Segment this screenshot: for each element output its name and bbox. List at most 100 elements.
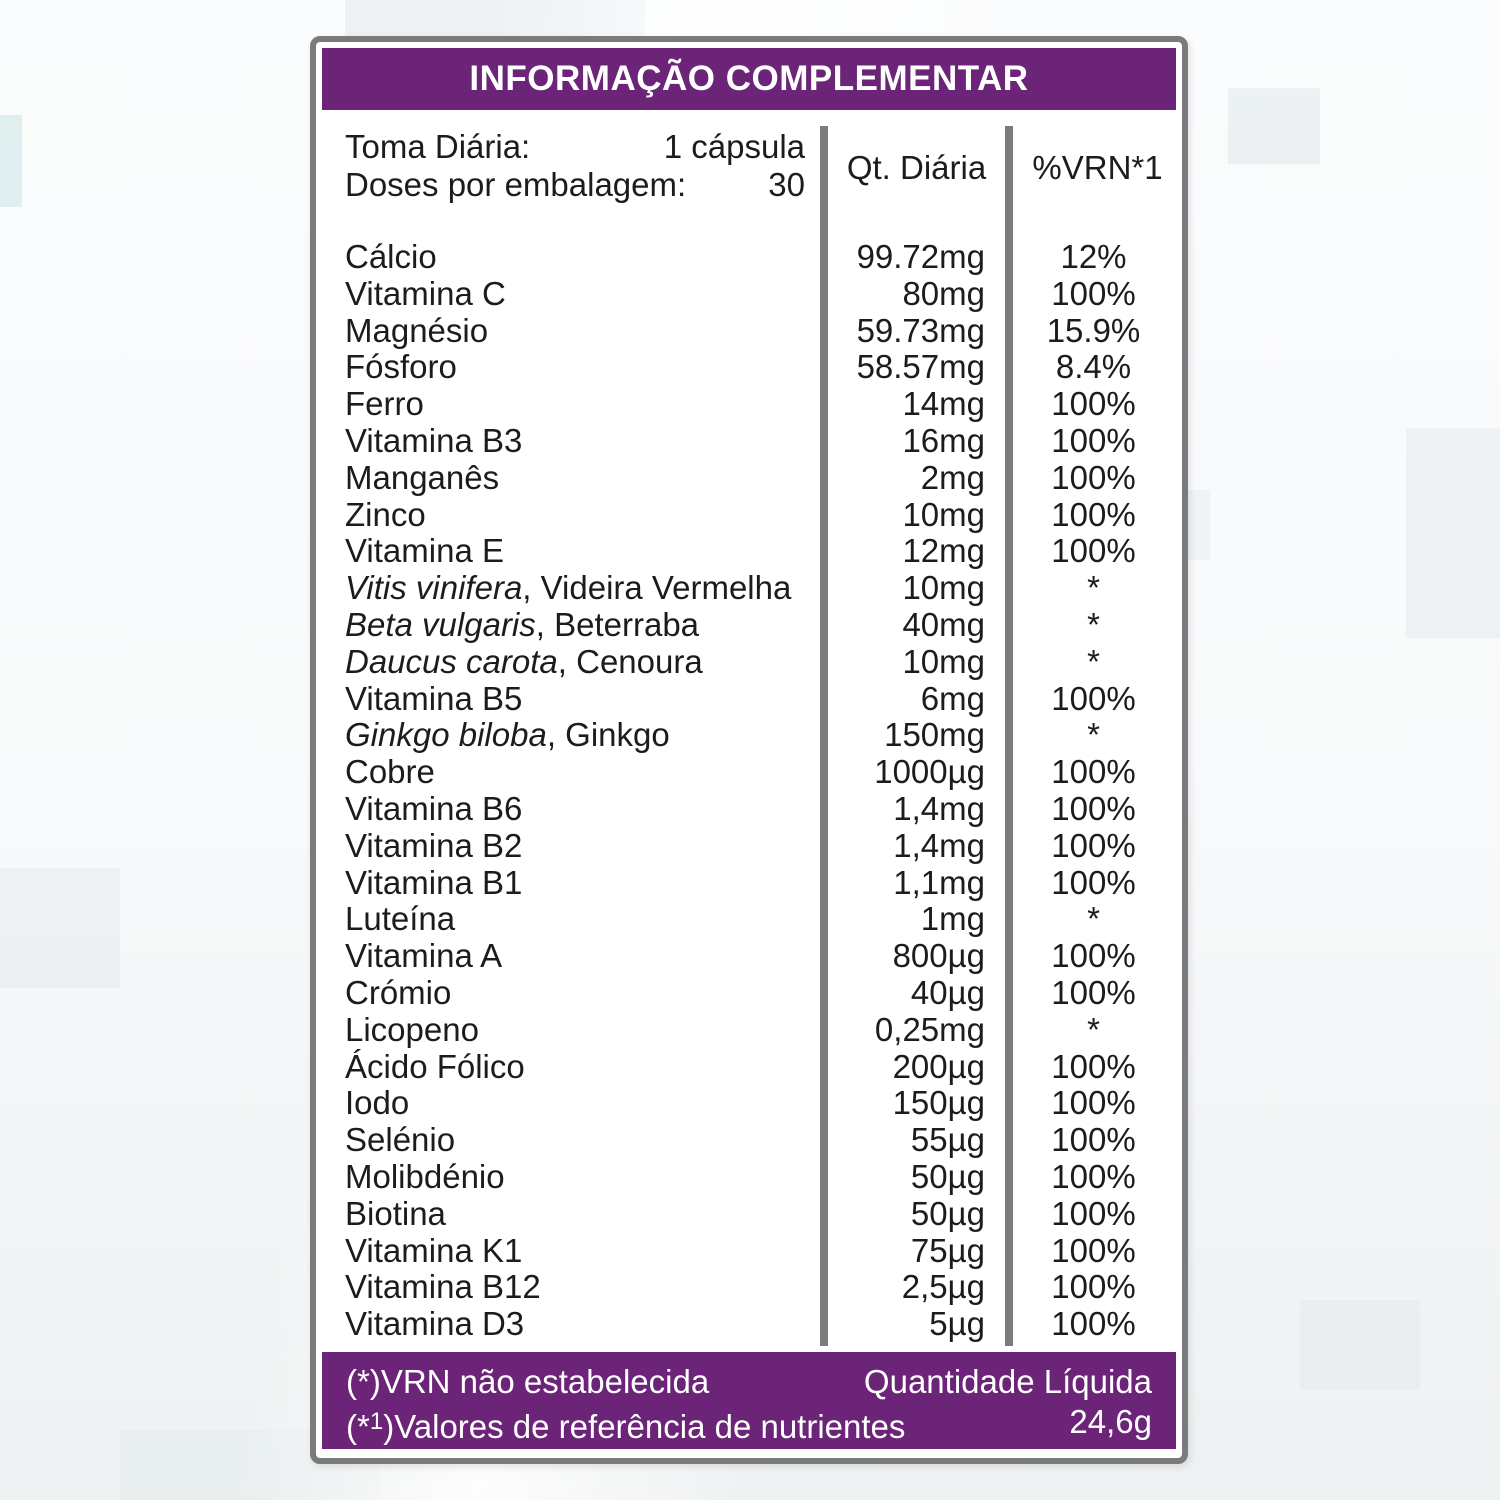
nutrient-name-text: Cobre: [345, 753, 435, 791]
nutrient-vrn-percent: 100%: [1051, 274, 1136, 312]
nutrient-vrn-percent: 100%: [1051, 1157, 1136, 1195]
nutrient-daily-qty: 40µg: [910, 973, 985, 1011]
table-row: Vitamina B6 1,4mg 100%: [316, 790, 1182, 827]
nutrient-vrn-percent: 15.9%: [1046, 311, 1141, 349]
nutrient-name-text: Vitamina C: [345, 274, 506, 312]
daily-dose-label: Toma Diária:: [345, 128, 531, 165]
supplement-facts-panel: INFORMAÇÃO COMPLEMENTAR Toma Diária: 1 c…: [310, 36, 1188, 1464]
nutrient-daily-qty: 99.72mg: [856, 238, 985, 275]
nutrient-vrn-percent: 100%: [1051, 1121, 1136, 1159]
nutrient-name: Licopeno: [316, 1011, 820, 1049]
nutrient-daily-qty: 1,4mg: [893, 826, 985, 864]
table-row: Ácido Fólico 200µg 100%: [316, 1048, 1182, 1085]
nutrient-name: Ferro: [316, 385, 820, 423]
nutrient-vrn-percent: 100%: [1051, 495, 1136, 533]
nutrient-name-text: Vitamina D3: [345, 1305, 525, 1343]
nutrient-daily-qty: 1,1mg: [893, 863, 985, 901]
nutrient-vrn-percent: *: [1087, 569, 1100, 607]
nutrient-name-text: Fósforo: [345, 348, 457, 386]
nutrient-name-text: Molibdénio: [345, 1157, 505, 1195]
nutrient-daily-qty: 150µg: [892, 1084, 985, 1122]
nutrient-daily-qty: 2,5µg: [901, 1268, 985, 1306]
nutrient-name: Crómio: [316, 974, 820, 1012]
doses-per-pack-label: Doses por embalagem:: [345, 166, 687, 203]
nutrient-name: Vitamina B6: [316, 790, 820, 828]
nutrient-name-text: Vitamina B2: [345, 826, 523, 864]
nutrient-name-text: , Ginkgo: [546, 716, 670, 754]
net-quantity-value: 24,6g: [1069, 1403, 1152, 1440]
nutrient-daily-qty: 50µg: [910, 1194, 985, 1232]
nutrient-daily-qty: 800µg: [892, 937, 985, 975]
table-row: Vitamina B5 6mg 100%: [316, 680, 1182, 717]
nutrient-name: Cálcio: [316, 238, 820, 276]
nutrient-vrn-percent: 100%: [1051, 1305, 1136, 1343]
table-row: Manganês 2mg 100%: [316, 459, 1182, 496]
panel-title-band: INFORMAÇÃO COMPLEMENTAR: [322, 48, 1176, 110]
table-row: Vitamina B2 1,4mg 100%: [316, 827, 1182, 864]
nutrient-name: Magnésio: [316, 312, 820, 350]
table-row: Luteína 1mg *: [316, 900, 1182, 937]
nutrient-daily-qty: 75µg: [910, 1231, 985, 1269]
table-row: Vitamina A 800µg 100%: [316, 937, 1182, 974]
daily-dose-value: 1 cápsula: [663, 128, 805, 165]
table-row: Daucus carota, Cenoura 10mg *: [316, 643, 1182, 680]
nutrient-name: Vitamina E: [316, 532, 820, 570]
nutrient-name: Selénio: [316, 1121, 820, 1159]
table-row: Crómio 40µg 100%: [316, 974, 1182, 1011]
nutrient-name: Fósforo: [316, 348, 820, 386]
nutrient-name-text: Biotina: [345, 1194, 446, 1232]
nutrient-vrn-percent: 100%: [1051, 1047, 1136, 1085]
table-row: Biotina 50µg 100%: [316, 1195, 1182, 1232]
nutrient-name-text: , Cenoura: [557, 642, 703, 680]
table-row: Ferro 14mg 100%: [316, 385, 1182, 422]
nutrient-vrn-percent: 100%: [1051, 458, 1136, 496]
nutrient-vrn-percent: 100%: [1051, 1194, 1136, 1232]
column-divider-left: [820, 126, 828, 1346]
nutrient-name: Molibdénio: [316, 1158, 820, 1196]
nutrient-daily-qty: 12mg: [902, 532, 985, 570]
nutrient-daily-qty: 10mg: [902, 642, 985, 680]
nutrient-vrn-percent: 100%: [1051, 385, 1136, 423]
nutrient-name: Beta vulgaris, Beterraba: [316, 606, 820, 644]
nutrient-vrn-percent: 100%: [1051, 532, 1136, 570]
nutrient-daily-qty: 80mg: [902, 274, 985, 312]
nutrient-name-text: Vitamina B6: [345, 789, 523, 827]
nutrient-daily-qty: 150mg: [884, 716, 985, 754]
nutrient-name: Vitamina B3: [316, 422, 820, 460]
table-row: Zinco 10mg 100%: [316, 496, 1182, 533]
nutrient-vrn-percent: *: [1087, 1010, 1100, 1048]
nutrient-name-text: Crómio: [345, 973, 452, 1011]
nutrient-daily-qty: 16mg: [902, 421, 985, 459]
table-row: Vitis vinifera, Videira Vermelha 10mg *: [316, 569, 1182, 606]
table-row: Beta vulgaris, Beterraba 40mg *: [316, 606, 1182, 643]
footer-line-1: (*)VRN não estabelecida Quantidade Líqui…: [346, 1362, 1152, 1402]
nutrient-name-text: Vitamina B5: [345, 679, 523, 717]
table-row: Vitamina K1 75µg 100%: [316, 1232, 1182, 1269]
nutrient-daily-qty: 58.57mg: [856, 348, 985, 386]
nutrient-name-text: Vitamina B3: [345, 421, 523, 459]
nutrient-name: Biotina: [316, 1195, 820, 1233]
nutrient-name-text: Luteína: [345, 900, 456, 938]
nutrient-name: Vitis vinifera, Videira Vermelha: [316, 569, 820, 607]
nutrient-daily-qty: 55µg: [910, 1121, 985, 1159]
nutrient-vrn-percent: 100%: [1051, 789, 1136, 827]
table-row: Vitamina B12 2,5µg 100%: [316, 1268, 1182, 1305]
nutrient-name: Vitamina A: [316, 937, 820, 975]
table-row: Vitamina E 12mg 100%: [316, 532, 1182, 569]
nutrient-vrn-percent: *: [1087, 716, 1100, 754]
nutrient-name: Vitamina K1: [316, 1232, 820, 1270]
nutrient-vrn-percent: 100%: [1051, 826, 1136, 864]
net-quantity-label: Quantidade Líquida: [863, 1363, 1152, 1400]
nutrient-daily-qty: 40mg: [902, 605, 985, 643]
nutrient-daily-qty: 6mg: [920, 679, 985, 717]
nutrient-name: Cobre: [316, 753, 820, 791]
nutrient-name: Luteína: [316, 900, 820, 938]
nutrient-name: Iodo: [316, 1084, 820, 1122]
nutrient-vrn-percent: 100%: [1051, 1084, 1136, 1122]
nutrient-name-text: Manganês: [345, 458, 500, 496]
nutrient-name: Vitamina B5: [316, 680, 820, 718]
table-row: Molibdénio 50µg 100%: [316, 1158, 1182, 1195]
table-row: Cálcio 99.72mg 12%: [316, 238, 1182, 275]
nutrient-name-text: Zinco: [345, 495, 426, 533]
nutrient-daily-qty: 59.73mg: [856, 311, 985, 349]
